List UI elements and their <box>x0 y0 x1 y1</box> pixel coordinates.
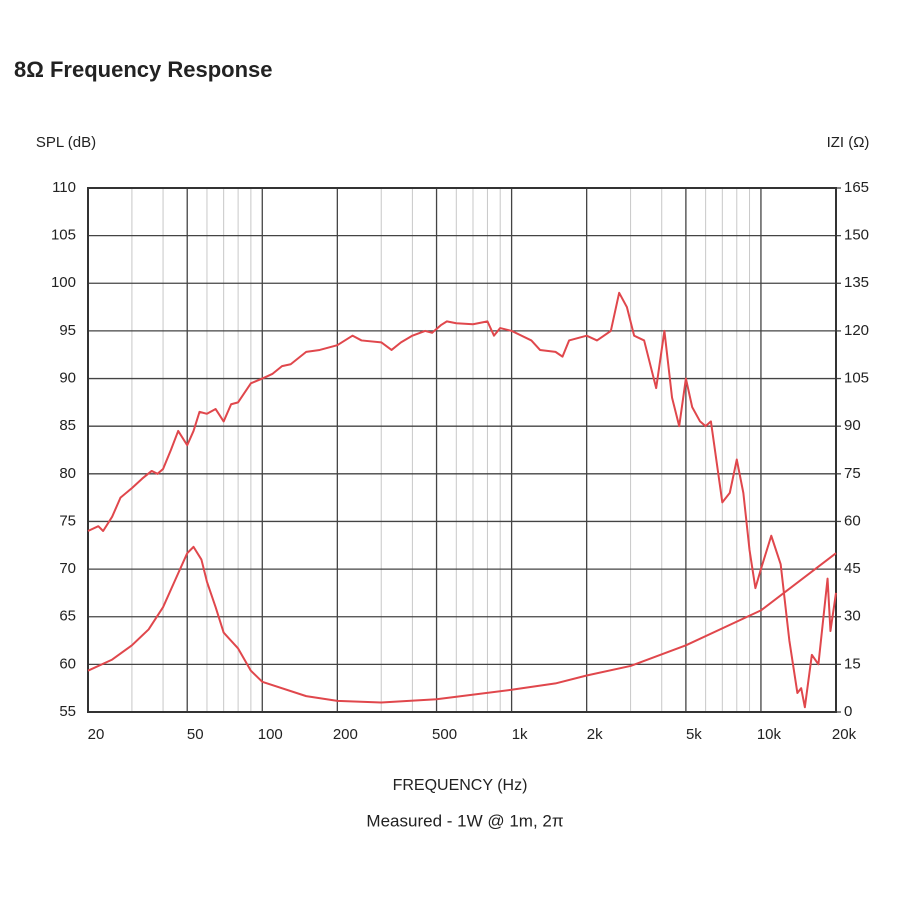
y-tick-label: 80 <box>59 465 76 482</box>
y-tick-label: 110 <box>52 179 76 196</box>
y2-tick-label: 150 <box>844 227 869 244</box>
y-tick-label: 70 <box>59 560 76 577</box>
x-tick-label: 500 <box>432 726 457 743</box>
y2-axis-title: IZI (Ω) <box>827 134 870 151</box>
y-tick-label: 85 <box>59 417 76 434</box>
series-line <box>87 545 837 704</box>
x-tick-label: 2k <box>587 726 603 743</box>
x-tick-label: 5k <box>686 726 702 743</box>
x-tick-label: 10k <box>757 726 782 743</box>
y2-tick-label: 105 <box>844 370 869 387</box>
x-axis-title: FREQUENCY (Hz) <box>393 777 528 794</box>
y2-tick-label: 135 <box>844 274 869 291</box>
y-axis-title: SPL (dB) <box>36 134 96 151</box>
y-tick-label: 55 <box>59 703 76 720</box>
x-tick-label: 100 <box>258 726 283 743</box>
x-tick-label: 20 <box>88 726 105 743</box>
x-tick-label: 200 <box>333 726 358 743</box>
y-tick-label: 65 <box>59 608 76 625</box>
y2-tick-label: 75 <box>844 465 861 482</box>
y-tick-label: 95 <box>59 322 76 339</box>
y-tick-label: 90 <box>59 370 76 387</box>
chart-subtitle: Measured - 1W @ 1m, 2π <box>366 811 563 830</box>
y2-tick-label: 45 <box>844 560 861 577</box>
y2-tick-label: 15 <box>844 655 861 672</box>
plot-frame <box>87 187 837 713</box>
y2-tick-label: 0 <box>844 703 852 720</box>
y2-tick-label: 165 <box>844 179 869 196</box>
x-tick-label: 20k <box>832 726 857 743</box>
y-tick-label: 100 <box>51 274 76 291</box>
y2-tick-label: 60 <box>844 512 861 529</box>
y-tick-label: 75 <box>59 512 76 529</box>
y2-tick-label: 90 <box>844 417 861 434</box>
y2-tick-label: 30 <box>844 608 861 625</box>
chart-title: 8Ω Frequency Response <box>14 57 273 82</box>
x-tick-label: 50 <box>187 726 204 743</box>
x-tick-label: 1k <box>512 726 528 743</box>
y2-tick-label: 120 <box>844 322 869 339</box>
series-line <box>87 291 837 709</box>
y-tick-label: 60 <box>59 655 76 672</box>
y-tick-label: 105 <box>51 227 76 244</box>
